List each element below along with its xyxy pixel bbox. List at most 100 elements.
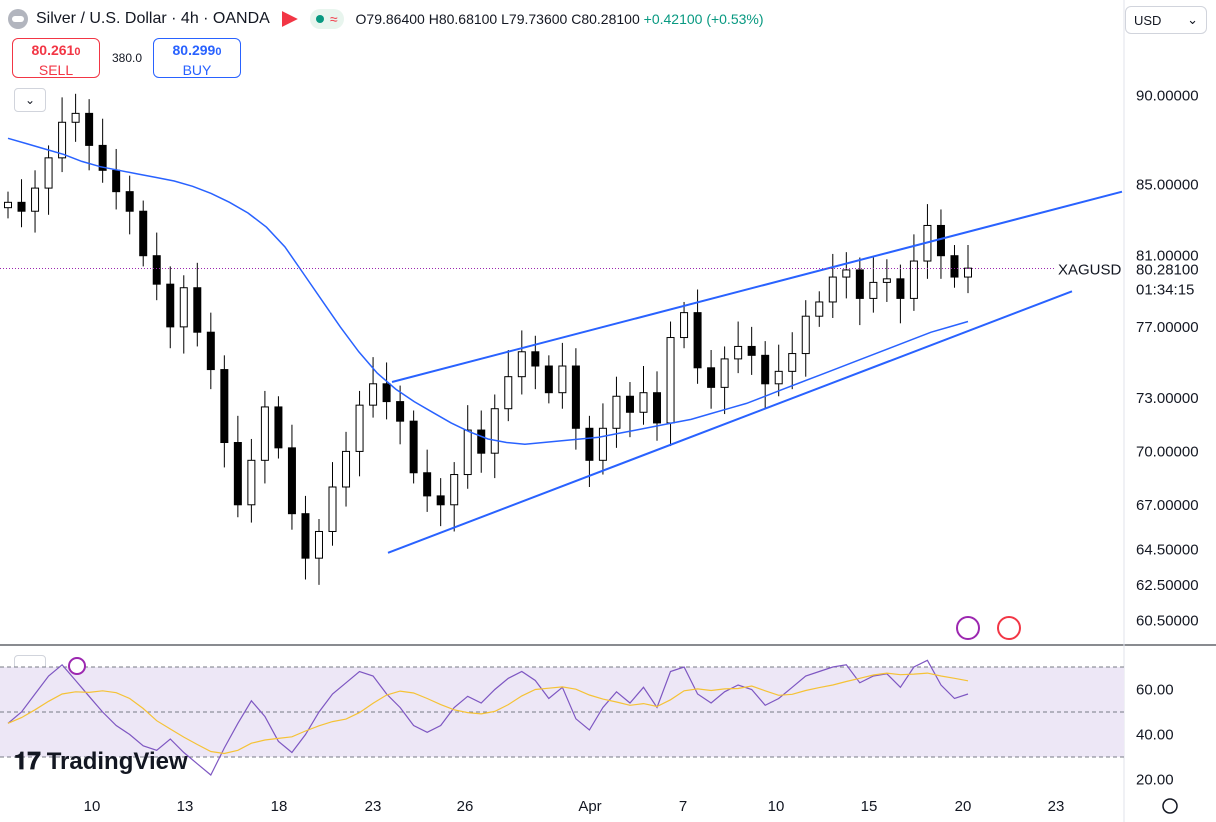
tradingview-logo[interactable]: 𝟏𝟕 TradingView xyxy=(14,748,188,775)
candle xyxy=(828,253,837,318)
candle-body xyxy=(463,429,472,476)
wedge-lower-trendline xyxy=(387,290,1073,554)
candle xyxy=(328,462,337,546)
candle-body xyxy=(409,420,418,474)
candle-body xyxy=(625,395,634,413)
candle xyxy=(801,300,810,377)
candle-body xyxy=(788,353,797,372)
candle-body xyxy=(950,255,959,278)
time-tick-label: 18 xyxy=(271,798,288,815)
chart-header: Silver / U.S. Dollar · 4h · OANDA ≈ O79.… xyxy=(8,6,764,32)
candle xyxy=(842,252,851,299)
candle-body xyxy=(369,383,378,406)
candle-body xyxy=(936,224,945,257)
candle-body xyxy=(301,513,310,559)
market-open-dot-icon xyxy=(315,15,324,23)
candle xyxy=(31,170,40,233)
candle xyxy=(517,330,526,395)
time-tick-label: 23 xyxy=(365,798,382,815)
candle xyxy=(869,257,878,313)
candle-body xyxy=(396,401,405,422)
refresh-icon xyxy=(68,657,86,675)
candle-body xyxy=(531,351,540,367)
candle-body xyxy=(882,278,891,283)
candle xyxy=(558,342,567,409)
rsi-ma-line xyxy=(7,672,969,755)
candle-body xyxy=(558,365,567,394)
candle-body xyxy=(152,255,161,285)
candle-body xyxy=(517,351,526,378)
candle-body xyxy=(206,331,215,371)
last-price-box xyxy=(1126,256,1216,299)
candle xyxy=(17,179,26,228)
market-status-pill[interactable]: ≈ xyxy=(309,9,344,29)
candle-body xyxy=(220,369,229,444)
candle xyxy=(747,326,756,375)
time-tick-label: 10 xyxy=(768,798,785,815)
candle xyxy=(85,99,94,171)
waves-icon: ≈ xyxy=(329,11,338,27)
candle xyxy=(504,350,513,422)
candle xyxy=(301,495,310,580)
time-tick-label: 13 xyxy=(177,798,194,815)
rsi-tick-label: 20.00 xyxy=(1136,772,1174,789)
candle xyxy=(639,366,648,425)
candle xyxy=(761,341,770,409)
candle xyxy=(598,403,607,475)
candle-body xyxy=(734,345,743,360)
candle-body xyxy=(693,312,702,369)
time-tick-label: 23 xyxy=(1048,798,1065,815)
candle xyxy=(882,259,891,302)
candle-body xyxy=(896,278,905,299)
event-lightning-icon xyxy=(956,616,980,640)
candle-body xyxy=(287,447,296,515)
candle xyxy=(855,257,864,326)
candle-body xyxy=(233,442,242,506)
tv-logo-icon: 𝟏𝟕 xyxy=(14,748,41,775)
price-tick-label: 62.50000 xyxy=(1136,577,1199,594)
candle-body xyxy=(4,201,12,209)
candle-body xyxy=(504,376,513,410)
chart-title[interactable]: Silver / U.S. Dollar · 4h · OANDA xyxy=(36,10,270,27)
ohlc-legend: O79.86400 H80.68100 L79.73600 C80.28100 … xyxy=(355,11,764,27)
candle-body xyxy=(193,287,202,333)
candle xyxy=(544,355,553,404)
candle xyxy=(233,415,242,518)
price-tick-label: 64.50000 xyxy=(1136,541,1199,558)
candle xyxy=(274,396,283,459)
candle-body xyxy=(179,287,188,328)
candle xyxy=(964,245,972,294)
candle xyxy=(409,410,418,484)
sell-button[interactable]: 80.2610 SELL xyxy=(12,38,100,78)
candle xyxy=(436,478,445,527)
candle-body xyxy=(774,370,783,385)
currency-select[interactable]: USD ⌄ xyxy=(1125,6,1207,34)
candle-body xyxy=(653,392,662,424)
price-tick-label: 85.00000 xyxy=(1136,177,1199,194)
countdown-label: 01:34:15 xyxy=(1136,281,1194,298)
candle-body xyxy=(450,474,459,506)
candle-body xyxy=(815,301,824,317)
rsi-tick-label: 60.00 xyxy=(1136,682,1174,699)
time-tick-label: Apr xyxy=(578,798,601,815)
buy-button[interactable]: 80.2990 BUY xyxy=(153,38,241,78)
candle-body xyxy=(490,408,499,454)
candle xyxy=(936,209,945,279)
candle-body xyxy=(720,358,729,388)
candle xyxy=(342,431,351,507)
collapse-legend-button[interactable]: ⌄ xyxy=(14,88,46,112)
time-tick-label: 26 xyxy=(457,798,474,815)
candle xyxy=(653,371,662,441)
candle xyxy=(112,148,121,210)
wedge-upper-trendline xyxy=(391,190,1123,383)
price-tick-label: 73.00000 xyxy=(1136,390,1199,407)
candle-body xyxy=(247,459,256,506)
candle xyxy=(355,390,364,477)
candle-body xyxy=(801,315,810,355)
symbol-icon xyxy=(8,9,28,29)
candle xyxy=(4,191,12,219)
candle xyxy=(625,382,634,438)
spread-value: 380.0 xyxy=(112,51,143,65)
candle xyxy=(193,262,202,347)
